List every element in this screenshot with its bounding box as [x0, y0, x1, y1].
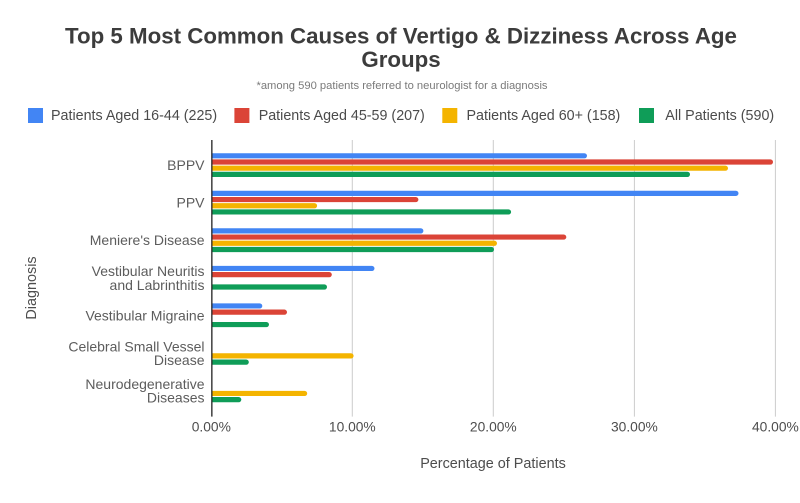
svg-text:Percentage of Patients: Percentage of Patients: [420, 456, 566, 472]
svg-text:*among 590 patients referred t: *among 590 patients referred to neurolog…: [256, 80, 547, 92]
svg-text:40.00%: 40.00%: [752, 420, 799, 435]
svg-text:30.00%: 30.00%: [611, 420, 658, 435]
svg-text:and Labrinthitis: and Labrinthitis: [110, 277, 205, 293]
svg-text:BPPV: BPPV: [167, 157, 205, 173]
svg-text:Vestibular Neuritis: Vestibular Neuritis: [92, 263, 205, 279]
svg-text:Meniere's Disease: Meniere's Disease: [90, 232, 205, 248]
svg-text:Diagnosis: Diagnosis: [24, 256, 40, 319]
svg-text:0.00%: 0.00%: [192, 420, 231, 435]
svg-text:Neurodegenerative: Neurodegenerative: [85, 376, 204, 392]
svg-text:Diseases: Diseases: [147, 390, 205, 406]
svg-text:Patients Aged 16-44 (225): Patients Aged 16-44 (225): [51, 108, 217, 124]
svg-text:All Patients (590): All Patients (590): [665, 108, 774, 124]
svg-text:Disease: Disease: [154, 352, 205, 368]
svg-text:Top 5 Most Common Causes of Ve: Top 5 Most Common Causes of Vertigo & Di…: [65, 24, 737, 49]
svg-text:Vestibular Migraine: Vestibular Migraine: [85, 307, 204, 323]
svg-text:PPV: PPV: [176, 195, 205, 211]
svg-text:Groups: Groups: [361, 47, 440, 72]
svg-text:20.00%: 20.00%: [470, 420, 517, 435]
svg-text:Patients Aged 60+ (158): Patients Aged 60+ (158): [467, 108, 621, 124]
svg-text:10.00%: 10.00%: [329, 420, 376, 435]
svg-text:Celebral Small Vessel: Celebral Small Vessel: [68, 338, 204, 354]
svg-text:Patients Aged 45-59 (207): Patients Aged 45-59 (207): [259, 108, 425, 124]
